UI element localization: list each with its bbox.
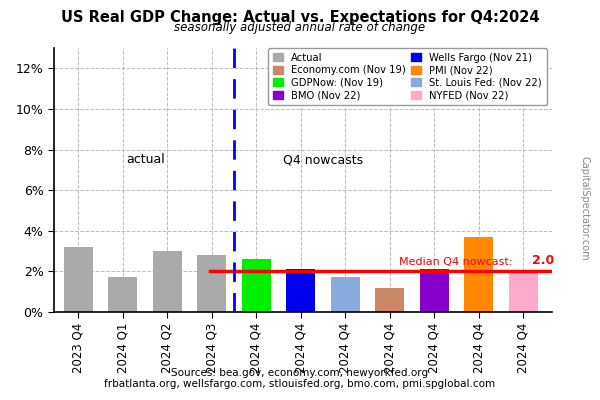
Bar [64, 247, 93, 312]
Text: frbatlanta.org, wellsfargo.com, stlouisfed.org, bmo.com, pmi.spglobal.com: frbatlanta.org, wellsfargo.com, stlouisf… [104, 379, 496, 389]
Bar [509, 271, 538, 312]
Bar [375, 288, 404, 312]
Text: Q4 nowcasts: Q4 nowcasts [283, 153, 363, 166]
Text: Median Q4 nowcast:: Median Q4 nowcast: [398, 257, 512, 267]
Bar [331, 278, 359, 312]
Text: Sources: bea.gov, economy.com, newyorkfed.org: Sources: bea.gov, economy.com, newyorkfe… [172, 368, 428, 378]
Text: 2.0: 2.0 [532, 254, 554, 267]
Bar [420, 269, 449, 312]
Bar [464, 237, 493, 312]
Text: CapitalSpectator.com: CapitalSpectator.com [579, 156, 589, 260]
Bar [197, 255, 226, 312]
Text: actual: actual [126, 153, 164, 166]
Bar [153, 251, 182, 312]
Bar [109, 278, 137, 312]
Bar [242, 259, 271, 312]
Bar [286, 269, 315, 312]
Text: US Real GDP Change: Actual vs. Expectations for Q4:2024: US Real GDP Change: Actual vs. Expectati… [61, 10, 539, 25]
Text: seasonally adjusted annual rate of change: seasonally adjusted annual rate of chang… [175, 21, 425, 34]
Legend: Actual, Economy.com (Nov 19), GDPNow: (Nov 19), BMO (Nov 22), Wells Fargo (Nov 2: Actual, Economy.com (Nov 19), GDPNow: (N… [268, 48, 547, 105]
